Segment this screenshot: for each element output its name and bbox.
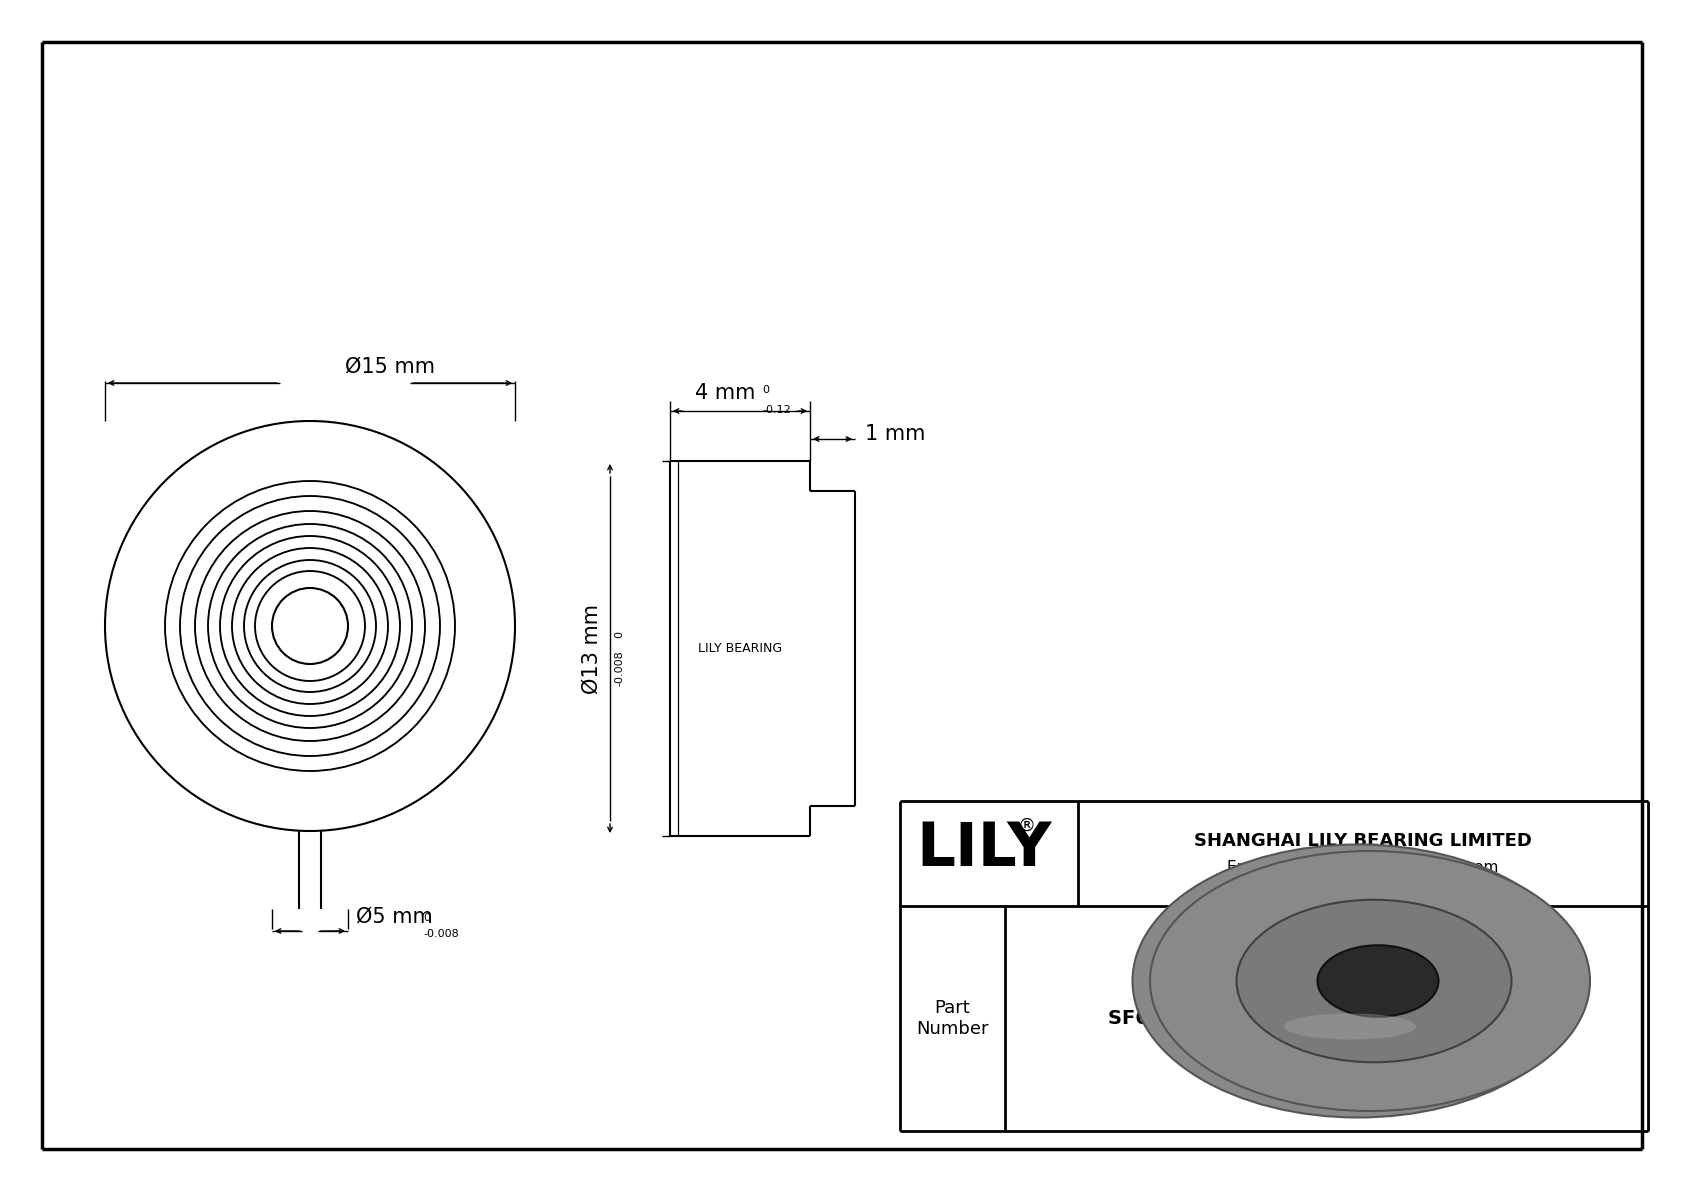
Text: Ø13 mm: Ø13 mm: [583, 604, 601, 693]
Text: Email: lilybearing@lily-bearing.com: Email: lilybearing@lily-bearing.com: [1228, 860, 1499, 875]
Text: Part
Number: Part Number: [916, 999, 989, 1037]
Text: LILY BEARING: LILY BEARING: [697, 642, 781, 655]
Text: SHANGHAI LILY BEARING LIMITED: SHANGHAI LILY BEARING LIMITED: [1194, 833, 1532, 850]
Text: 0: 0: [423, 913, 429, 923]
Text: 0: 0: [761, 385, 770, 395]
Ellipse shape: [1133, 844, 1583, 1117]
Text: -0.008: -0.008: [615, 650, 625, 686]
Text: ®: ®: [1019, 817, 1036, 835]
Ellipse shape: [1283, 1014, 1416, 1040]
Ellipse shape: [1317, 946, 1438, 1017]
Ellipse shape: [1236, 899, 1512, 1062]
Text: Ø15 mm: Ø15 mm: [345, 357, 434, 378]
Text: SF695zz Miniature Flanged Ball Bearing: SF695zz Miniature Flanged Ball Bearing: [1108, 1009, 1546, 1028]
Text: 4 mm: 4 mm: [695, 384, 754, 403]
Text: -0.12: -0.12: [761, 405, 791, 414]
Text: LILY: LILY: [916, 819, 1052, 879]
Text: 0: 0: [615, 631, 625, 638]
Text: 1 mm: 1 mm: [866, 424, 926, 444]
Text: Ø5 mm: Ø5 mm: [355, 908, 433, 927]
Text: -0.008: -0.008: [423, 929, 458, 939]
Ellipse shape: [1150, 852, 1590, 1111]
